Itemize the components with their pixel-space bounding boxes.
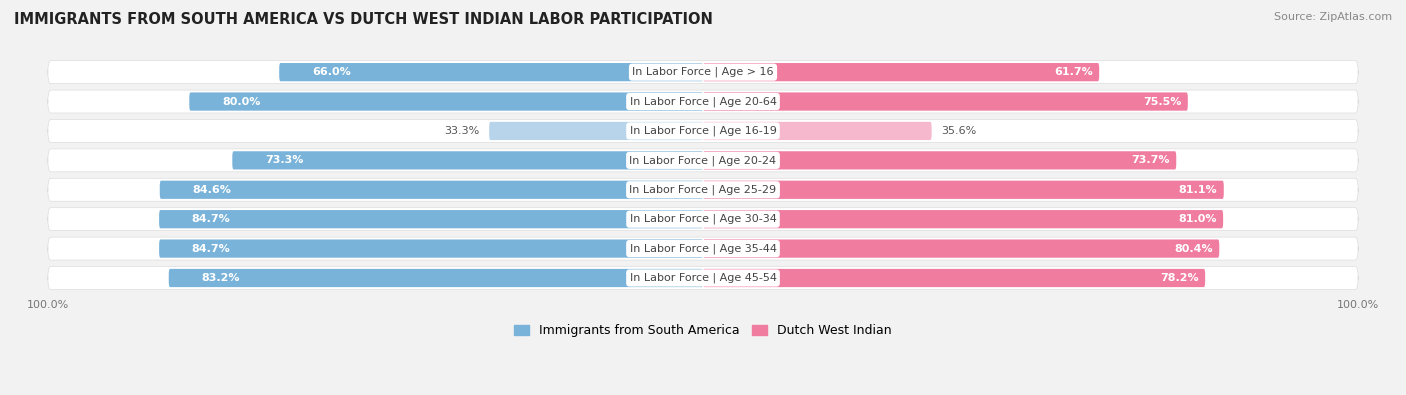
Text: 78.2%: 78.2% xyxy=(1160,273,1198,283)
FancyBboxPatch shape xyxy=(703,122,932,140)
Text: In Labor Force | Age 45-54: In Labor Force | Age 45-54 xyxy=(630,273,776,283)
FancyBboxPatch shape xyxy=(48,61,1358,84)
FancyBboxPatch shape xyxy=(703,151,1177,169)
Text: 80.0%: 80.0% xyxy=(222,96,260,107)
Text: 61.7%: 61.7% xyxy=(1054,67,1092,77)
FancyBboxPatch shape xyxy=(280,63,703,81)
Text: In Labor Force | Age > 16: In Labor Force | Age > 16 xyxy=(633,67,773,77)
Text: 83.2%: 83.2% xyxy=(201,273,240,283)
Text: In Labor Force | Age 25-29: In Labor Force | Age 25-29 xyxy=(630,184,776,195)
FancyBboxPatch shape xyxy=(48,90,1358,113)
Text: In Labor Force | Age 20-24: In Labor Force | Age 20-24 xyxy=(630,155,776,166)
Text: Source: ZipAtlas.com: Source: ZipAtlas.com xyxy=(1274,12,1392,22)
Text: 81.1%: 81.1% xyxy=(1178,185,1218,195)
FancyBboxPatch shape xyxy=(159,239,703,258)
Text: In Labor Force | Age 20-64: In Labor Force | Age 20-64 xyxy=(630,96,776,107)
Text: 84.7%: 84.7% xyxy=(191,244,231,254)
Text: 84.6%: 84.6% xyxy=(193,185,232,195)
FancyBboxPatch shape xyxy=(48,267,1358,290)
FancyBboxPatch shape xyxy=(703,92,1188,111)
FancyBboxPatch shape xyxy=(169,269,703,287)
FancyBboxPatch shape xyxy=(160,181,703,199)
Text: IMMIGRANTS FROM SOUTH AMERICA VS DUTCH WEST INDIAN LABOR PARTICIPATION: IMMIGRANTS FROM SOUTH AMERICA VS DUTCH W… xyxy=(14,12,713,27)
Text: 73.3%: 73.3% xyxy=(266,155,304,166)
FancyBboxPatch shape xyxy=(48,237,1358,260)
Text: In Labor Force | Age 16-19: In Labor Force | Age 16-19 xyxy=(630,126,776,136)
FancyBboxPatch shape xyxy=(232,151,703,169)
Text: 84.7%: 84.7% xyxy=(191,214,231,224)
FancyBboxPatch shape xyxy=(489,122,703,140)
FancyBboxPatch shape xyxy=(48,178,1358,201)
FancyBboxPatch shape xyxy=(703,239,1219,258)
Text: 66.0%: 66.0% xyxy=(312,67,350,77)
FancyBboxPatch shape xyxy=(703,181,1223,199)
FancyBboxPatch shape xyxy=(703,63,1099,81)
FancyBboxPatch shape xyxy=(159,210,703,228)
FancyBboxPatch shape xyxy=(48,208,1358,231)
Legend: Immigrants from South America, Dutch West Indian: Immigrants from South America, Dutch Wes… xyxy=(509,320,897,342)
Text: 75.5%: 75.5% xyxy=(1143,96,1181,107)
Text: In Labor Force | Age 35-44: In Labor Force | Age 35-44 xyxy=(630,243,776,254)
FancyBboxPatch shape xyxy=(190,92,703,111)
FancyBboxPatch shape xyxy=(703,210,1223,228)
FancyBboxPatch shape xyxy=(703,269,1205,287)
Text: 81.0%: 81.0% xyxy=(1178,214,1216,224)
Text: 35.6%: 35.6% xyxy=(942,126,977,136)
Text: 80.4%: 80.4% xyxy=(1174,244,1213,254)
Text: In Labor Force | Age 30-34: In Labor Force | Age 30-34 xyxy=(630,214,776,224)
Text: 73.7%: 73.7% xyxy=(1132,155,1170,166)
FancyBboxPatch shape xyxy=(48,120,1358,143)
Text: 33.3%: 33.3% xyxy=(444,126,479,136)
FancyBboxPatch shape xyxy=(48,149,1358,172)
